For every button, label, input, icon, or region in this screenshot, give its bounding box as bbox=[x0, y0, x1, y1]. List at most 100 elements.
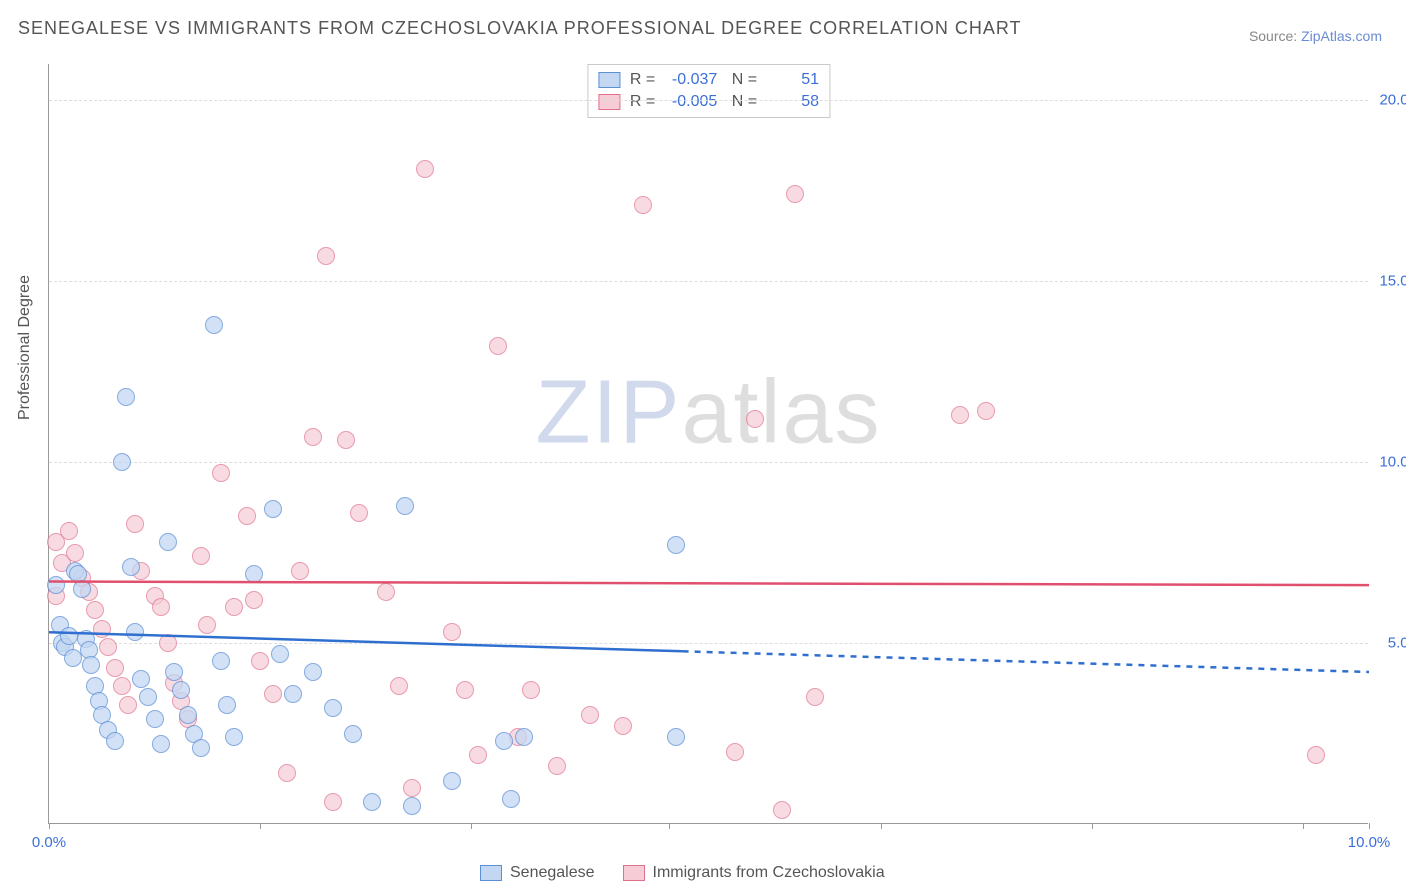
stats-n-value-0: 51 bbox=[765, 69, 819, 91]
data-point bbox=[377, 583, 395, 601]
xtick bbox=[260, 823, 261, 829]
source-label: Source: bbox=[1249, 28, 1297, 44]
legend-swatch-0 bbox=[480, 865, 502, 881]
data-point bbox=[132, 670, 150, 688]
data-point bbox=[746, 410, 764, 428]
legend-label-0: Senegalese bbox=[510, 864, 595, 882]
data-point bbox=[47, 576, 65, 594]
data-point bbox=[99, 638, 117, 656]
data-point bbox=[172, 681, 190, 699]
gridline bbox=[49, 100, 1368, 101]
data-point bbox=[251, 652, 269, 670]
data-point bbox=[113, 677, 131, 695]
stats-legend-box: R = -0.037 N = 51 R = -0.005 N = 58 bbox=[587, 64, 830, 118]
data-point bbox=[337, 431, 355, 449]
data-point bbox=[951, 406, 969, 424]
data-point bbox=[291, 562, 309, 580]
data-point bbox=[245, 591, 263, 609]
chart-title: SENEGALESE VS IMMIGRANTS FROM CZECHOSLOV… bbox=[18, 18, 1022, 39]
data-point bbox=[614, 717, 632, 735]
xtick-label: 10.0% bbox=[1348, 834, 1391, 851]
data-point bbox=[93, 620, 111, 638]
stats-swatch-1 bbox=[598, 94, 620, 110]
data-point bbox=[443, 623, 461, 641]
data-point bbox=[403, 797, 421, 815]
stats-r-value-0: -0.037 bbox=[663, 69, 717, 91]
data-point bbox=[317, 247, 335, 265]
bottom-legend: Senegalese Immigrants from Czechoslovaki… bbox=[480, 864, 885, 882]
data-point bbox=[73, 580, 91, 598]
data-point bbox=[106, 732, 124, 750]
data-point bbox=[60, 522, 78, 540]
stats-n-label-1: N = bbox=[727, 91, 757, 113]
data-point bbox=[152, 598, 170, 616]
legend-label-1: Immigrants from Czechoslovakia bbox=[653, 864, 885, 882]
watermark: ZIPatlas bbox=[535, 362, 881, 465]
data-point bbox=[390, 677, 408, 695]
data-point bbox=[304, 428, 322, 446]
data-point bbox=[264, 685, 282, 703]
data-point bbox=[977, 402, 995, 420]
data-point bbox=[456, 681, 474, 699]
data-point bbox=[82, 656, 100, 674]
data-point bbox=[159, 533, 177, 551]
stats-r-label-0: R = bbox=[630, 69, 655, 91]
data-point bbox=[126, 623, 144, 641]
data-point bbox=[165, 663, 183, 681]
xtick bbox=[881, 823, 882, 829]
data-point bbox=[179, 706, 197, 724]
stats-swatch-0 bbox=[598, 72, 620, 88]
data-point bbox=[245, 565, 263, 583]
data-point bbox=[218, 696, 236, 714]
data-point bbox=[264, 500, 282, 518]
data-point bbox=[581, 706, 599, 724]
data-point bbox=[66, 544, 84, 562]
gridline bbox=[49, 462, 1368, 463]
stats-row-1: R = -0.005 N = 58 bbox=[598, 91, 819, 113]
xtick bbox=[1369, 823, 1370, 829]
data-point bbox=[495, 732, 513, 750]
data-point bbox=[60, 627, 78, 645]
data-point bbox=[198, 616, 216, 634]
data-point bbox=[773, 801, 791, 819]
source-attribution: Source: ZipAtlas.com bbox=[1249, 28, 1382, 44]
data-point bbox=[416, 160, 434, 178]
data-point bbox=[152, 735, 170, 753]
xtick-label: 0.0% bbox=[32, 834, 66, 851]
data-point bbox=[396, 497, 414, 515]
chart-container: { "chart": { "type": "scatter", "title":… bbox=[0, 0, 1406, 892]
legend-item-1: Immigrants from Czechoslovakia bbox=[623, 864, 885, 882]
data-point bbox=[489, 337, 507, 355]
data-point bbox=[502, 790, 520, 808]
stats-n-value-1: 58 bbox=[765, 91, 819, 113]
xtick bbox=[1303, 823, 1304, 829]
legend-item-0: Senegalese bbox=[480, 864, 595, 882]
xtick bbox=[669, 823, 670, 829]
data-point bbox=[159, 634, 177, 652]
data-point bbox=[515, 728, 533, 746]
data-point bbox=[225, 728, 243, 746]
data-point bbox=[278, 764, 296, 782]
data-point bbox=[284, 685, 302, 703]
data-point bbox=[403, 779, 421, 797]
data-point bbox=[122, 558, 140, 576]
xtick bbox=[49, 823, 50, 829]
data-point bbox=[212, 464, 230, 482]
stats-r-value-1: -0.005 bbox=[663, 91, 717, 113]
data-point bbox=[350, 504, 368, 522]
data-point bbox=[667, 536, 685, 554]
data-point bbox=[271, 645, 289, 663]
source-link[interactable]: ZipAtlas.com bbox=[1301, 28, 1382, 44]
gridline bbox=[49, 643, 1368, 644]
data-point bbox=[205, 316, 223, 334]
ytick-label: 5.0% bbox=[1388, 635, 1406, 652]
data-point bbox=[86, 601, 104, 619]
data-point bbox=[324, 793, 342, 811]
data-point bbox=[363, 793, 381, 811]
data-point bbox=[522, 681, 540, 699]
data-point bbox=[113, 453, 131, 471]
plot-area: ZIPatlas R = -0.037 N = 51 R = -0.005 N … bbox=[48, 64, 1368, 824]
stats-row-0: R = -0.037 N = 51 bbox=[598, 69, 819, 91]
gridline bbox=[49, 281, 1368, 282]
ytick-label: 15.0% bbox=[1379, 273, 1406, 290]
